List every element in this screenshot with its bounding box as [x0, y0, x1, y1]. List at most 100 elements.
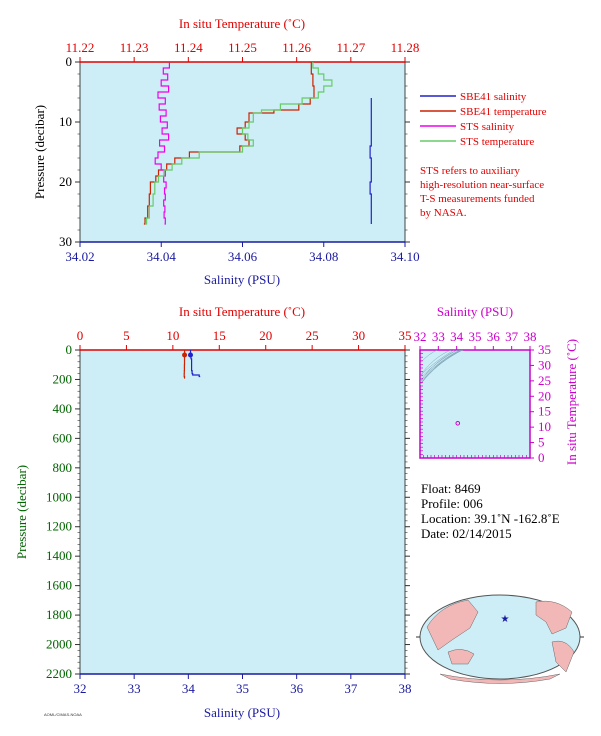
- full-depth-left-tick-label: 1200: [46, 519, 72, 534]
- map-land-north-america: [535, 600, 573, 635]
- map-land-south-america: [551, 640, 575, 673]
- full-depth-left-tick-label: 200: [53, 371, 73, 386]
- ts-density-contours: [420, 350, 464, 386]
- near-surface-top-tick-label: 11.22: [66, 40, 95, 55]
- full-depth-left-tick-label: 1400: [46, 548, 72, 563]
- near-surface-panel: 11.22 11.23 11.24 11.25 11.26 11.27 11.28 34.02…: [32, 16, 420, 287]
- near-surface-pressure-axis-title: Pressure (decibar): [32, 105, 47, 199]
- full-depth-left-tick-label: 1600: [46, 578, 72, 593]
- sts-note-line-2: high-resolution near-surface: [420, 179, 544, 191]
- full-depth-temperature-start-marker: [182, 352, 188, 358]
- full-depth-left-tick-label: 400: [53, 401, 73, 416]
- full-depth-top-tick-label: 20: [259, 328, 272, 343]
- near-surface-bottom-tick-label: 34.10: [390, 249, 419, 264]
- map-land-antarctica: [439, 673, 561, 684]
- near-surface-temperature-axis-title: In situ Temperature (˚C): [179, 16, 305, 31]
- full-depth-pressure-axis-title: Pressure (decibar): [14, 465, 29, 559]
- near-surface-left-tick-label: 20: [59, 174, 72, 189]
- near-surface-series-group: [143, 62, 372, 225]
- full-depth-bottom-tick-label: 35: [236, 681, 249, 696]
- map-land-australia: [447, 649, 475, 665]
- ts-density-contour: [420, 350, 463, 384]
- full-depth-bottom-tick-label: 37: [344, 681, 358, 696]
- full-depth-temperature-axis-title: In situ Temperature (˚C): [179, 304, 305, 319]
- ts-right-tick-label: 25: [538, 373, 551, 388]
- ts-right-tick-label: 20: [538, 388, 551, 403]
- ts-density-contour: [420, 350, 459, 383]
- ts-right-tick-label: 15: [538, 404, 551, 419]
- near-surface-top-tick-label: 11.26: [282, 40, 311, 55]
- profile-text: Profile: 006: [421, 496, 483, 511]
- full-depth-top-tick-label: 0: [77, 328, 84, 343]
- full-depth-bottom-tick-label: 36: [290, 681, 304, 696]
- full-depth-top-tick-label: 10: [166, 328, 179, 343]
- near-surface-series-sts-salinity: [154, 62, 170, 225]
- near-surface-series-sts-temperature: [145, 62, 333, 225]
- sts-note-line-4: by NASA.: [420, 207, 467, 219]
- full-depth-left-tick-label: 1800: [46, 607, 72, 622]
- full-depth-top-tick-label: 15: [213, 328, 226, 343]
- full-depth-left-tick-label: 1000: [46, 489, 72, 504]
- full-depth-left-tick-label: 2200: [46, 666, 72, 681]
- full-depth-series-group: [182, 350, 201, 379]
- full-depth-bottom-tick-label: 38: [399, 681, 412, 696]
- near-surface-axes-group: 11.22 11.23 11.24 11.25 11.26 11.27 11.28 34.02…: [59, 40, 420, 264]
- full-depth-top-tick-label: 25: [306, 328, 319, 343]
- legend-label-sbe41-salinity: SBE41 salinity: [460, 91, 527, 103]
- ts-top-tick-label: 33: [432, 329, 445, 344]
- ts-right-tick-label: 5: [538, 435, 545, 450]
- near-surface-left-tick-label: 30: [59, 234, 72, 249]
- full-depth-left-tick-label: 800: [53, 460, 73, 475]
- full-depth-top-tick-label: 35: [399, 328, 412, 343]
- ts-temperature-axis-title: In situ Temperature (˚C): [564, 339, 579, 465]
- ts-density-contour: [420, 350, 461, 381]
- ts-top-tick-label: 34: [450, 329, 464, 344]
- ts-point: [455, 420, 461, 426]
- date-text: Date: 02/14/2015: [421, 526, 512, 541]
- float-info: Float: 8469 Profile: 006 Location: 39.1˚…: [421, 481, 560, 541]
- full-depth-bottom-tick-label: 33: [128, 681, 141, 696]
- ts-density-contour: [420, 350, 464, 385]
- ts-right-tick-label: 30: [538, 357, 551, 372]
- credit-text: AOML/CIMAS-NOAA: [44, 712, 82, 717]
- near-surface-top-tick-label: 11.27: [336, 40, 365, 55]
- ts-points-group: [455, 420, 461, 426]
- full-depth-bottom-tick-label: 34: [182, 681, 196, 696]
- near-surface-bottom-tick-label: 34.06: [228, 249, 258, 264]
- ts-salinity-axis-title: Salinity (PSU): [437, 304, 513, 319]
- legend-label-sts-temperature: STS temperature: [460, 136, 534, 148]
- ts-density-contour: [420, 350, 452, 377]
- legend: SBE41 salinity SBE41 temperature STS sal…: [420, 91, 547, 219]
- ts-top-tick-label: 32: [414, 329, 427, 344]
- world-map: ★: [416, 594, 584, 684]
- near-surface-series-sbe41-salinity: [369, 98, 372, 224]
- sts-note-line-3: T-S measurements funded: [420, 193, 535, 205]
- full-depth-plot-area: [79, 349, 406, 675]
- near-surface-bottom-tick-label: 34.08: [309, 249, 338, 264]
- near-surface-top-tick-label: 11.28: [391, 40, 420, 55]
- legend-label-sbe41-temperature: SBE41 temperature: [460, 106, 547, 118]
- map-land-asia: [426, 599, 479, 651]
- ts-right-tick-label: 35: [538, 342, 551, 357]
- float-location-star-icon: ★: [501, 614, 510, 625]
- ts-top-tick-label: 35: [469, 329, 482, 344]
- full-depth-bottom-tick-label: 32: [74, 681, 87, 696]
- near-surface-left-tick-label: 10: [59, 114, 72, 129]
- full-depth-left-tick-label: 2000: [46, 637, 72, 652]
- location-text: Location: 39.1˚N -162.8˚E: [421, 511, 560, 526]
- near-surface-top-tick-label: 11.24: [174, 40, 203, 55]
- full-depth-panel: 0 5 10 15 20 25 30 35 32 33 34 35 36 37 38 0 200 400 600 80…: [14, 304, 412, 720]
- near-surface-left-tick-label: 0: [66, 54, 73, 69]
- full-depth-top-tick-label: 30: [352, 328, 365, 343]
- ts-plot-area: [419, 349, 531, 459]
- full-depth-left-tick-label: 600: [53, 430, 73, 445]
- full-depth-axes-group: 0 5 10 15 20 25 30 35 32 33 34 35 36 37 38 0 200 400 600 80…: [46, 328, 412, 696]
- ts-right-tick-label: 0: [538, 450, 545, 465]
- full-depth-left-tick-label: 0: [66, 342, 73, 357]
- near-surface-top-tick-label: 11.25: [228, 40, 257, 55]
- near-surface-salinity-axis-title: Salinity (PSU): [204, 272, 280, 287]
- ts-top-tick-label: 37: [505, 329, 519, 344]
